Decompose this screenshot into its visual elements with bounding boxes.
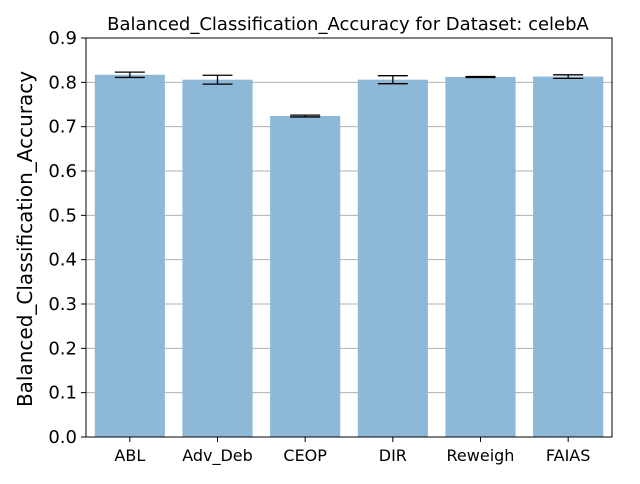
- y-tick-label-8: 0.8: [48, 72, 77, 93]
- bar-dir: [357, 79, 428, 437]
- y-tick-label-6: 0.6: [48, 161, 77, 182]
- y-tick-label-4: 0.4: [48, 250, 77, 271]
- x-tick-label-4: Reweigh: [447, 446, 515, 465]
- x-tick-label-2: CEOP: [283, 446, 327, 465]
- bars: [94, 74, 604, 438]
- x-tick-label-1: Adv_Deb: [182, 446, 253, 466]
- x-tick-label-3: DIR: [379, 446, 407, 465]
- bar-adv-deb: [182, 79, 253, 437]
- y-tick-label-9: 0.9: [48, 28, 77, 49]
- bar-faias: [533, 76, 604, 437]
- chart-title: Balanced_Classification_Accuracy for Dat…: [107, 14, 589, 35]
- y-tick-label-3: 0.3: [48, 294, 77, 315]
- y-axis-ticks: 0.0 0.1 0.2 0.3 0.4 0.5 0.6 0.7 0.8 0.9: [48, 28, 86, 448]
- error-bars: [114, 71, 584, 118]
- y-tick-label-7: 0.7: [48, 117, 77, 138]
- x-axis-ticks: ABL Adv_Deb CEOP DIR Reweigh FAIAS: [114, 437, 590, 466]
- x-tick-label-0: ABL: [114, 446, 145, 465]
- y-tick-label-0: 0.0: [48, 427, 77, 448]
- y-tick-label-2: 0.2: [48, 338, 77, 359]
- bar-ceop: [270, 116, 341, 437]
- y-axis-label: Balanced_Classification_Accuracy: [13, 71, 37, 407]
- y-tick-label-5: 0.5: [48, 205, 77, 226]
- bar-reweigh: [445, 77, 516, 437]
- y-tick-label-1: 0.1: [48, 383, 77, 404]
- bar-abl: [94, 74, 165, 438]
- plot-frame: [85, 37, 613, 438]
- x-tick-label-5: FAIAS: [546, 446, 591, 465]
